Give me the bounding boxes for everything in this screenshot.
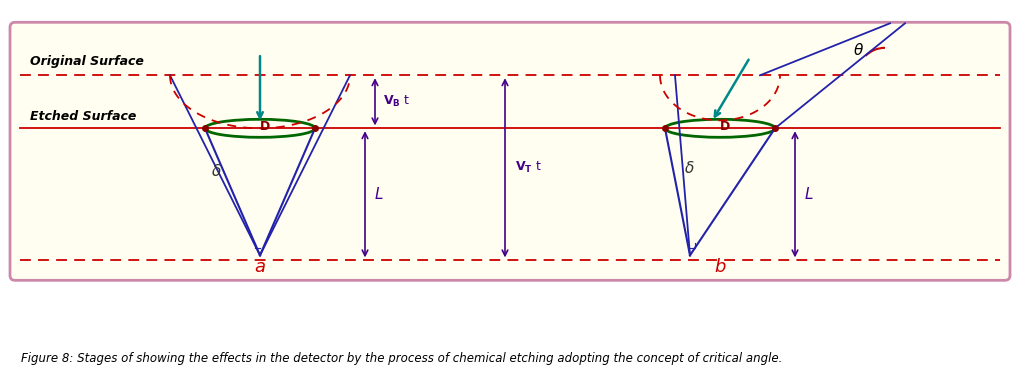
Text: δ: δ [212,164,222,179]
Text: D: D [260,120,270,133]
Text: Original Surface: Original Surface [30,55,144,68]
FancyBboxPatch shape [10,22,1010,280]
Text: L: L [375,187,384,202]
Text: $\mathbf{V_T}$ t: $\mathbf{V_T}$ t [516,160,541,175]
Text: Etched Surface: Etched Surface [30,110,136,123]
Text: δ: δ [685,161,694,176]
Text: $\mathbf{V_B}$ t: $\mathbf{V_B}$ t [383,94,410,109]
Text: Figure 8: Stages of showing the effects in the detector by the process of chemic: Figure 8: Stages of showing the effects … [21,352,781,365]
Text: L: L [805,187,813,202]
Text: b: b [714,258,726,276]
Text: D: D [720,120,730,133]
Text: a: a [255,258,266,276]
Text: $\theta$: $\theta$ [853,42,864,58]
